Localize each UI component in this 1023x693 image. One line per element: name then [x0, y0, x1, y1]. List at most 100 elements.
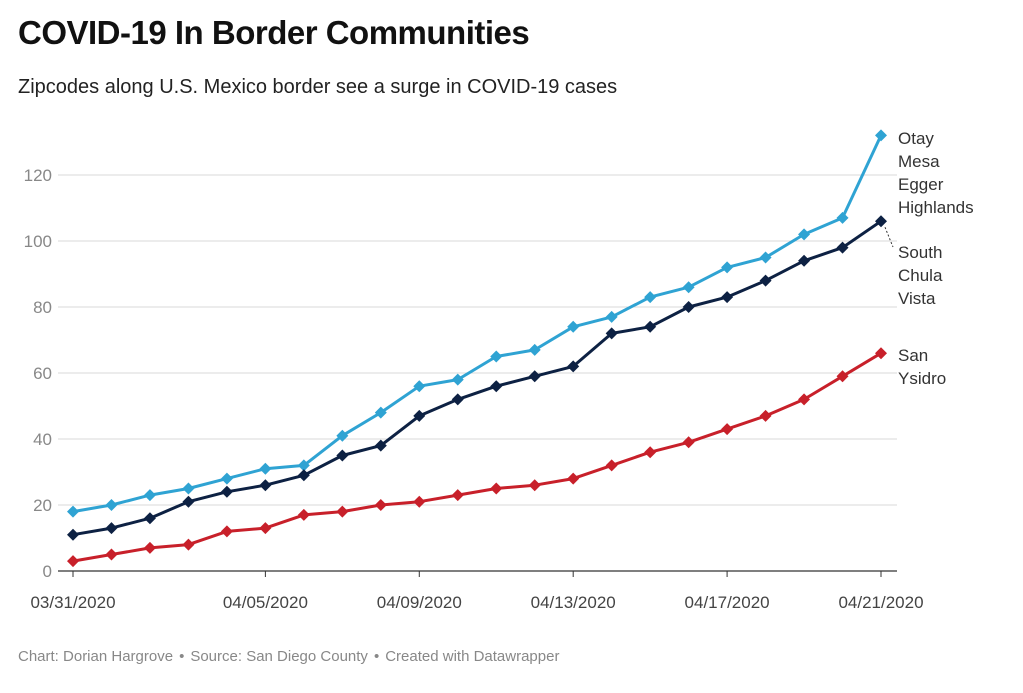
data-point-marker	[798, 254, 811, 267]
data-point-marker	[528, 343, 541, 356]
data-point-marker	[798, 393, 811, 406]
data-point-marker	[182, 495, 195, 508]
x-tick-label: 04/05/2020	[223, 593, 308, 612]
data-point-marker	[759, 274, 772, 287]
data-point-marker	[759, 251, 772, 264]
x-tick-label: 04/21/2020	[838, 593, 923, 612]
data-point-marker	[451, 373, 464, 386]
data-point-marker	[67, 505, 79, 518]
data-point-marker	[451, 489, 464, 502]
data-point-marker	[413, 495, 426, 508]
data-point-marker	[836, 211, 849, 224]
data-point-marker	[374, 499, 387, 511]
data-point-marker	[682, 281, 695, 294]
data-point-marker	[143, 512, 156, 525]
y-tick-label: 20	[33, 496, 52, 515]
data-point-marker	[105, 522, 118, 535]
data-point-marker	[490, 350, 503, 363]
data-point-marker	[297, 469, 310, 482]
data-point-marker	[836, 370, 849, 383]
series-line	[71, 133, 883, 514]
y-tick-label: 40	[33, 430, 52, 449]
data-point-marker	[875, 347, 887, 360]
x-tick-label: 03/31/2020	[30, 593, 115, 612]
data-point-marker	[605, 327, 618, 340]
data-point-marker	[682, 301, 695, 313]
data-point-marker	[67, 555, 79, 568]
chart-footer: Chart: Dorian Hargrove • Source: San Diego…	[18, 648, 559, 665]
data-point-marker	[644, 291, 657, 304]
data-point-marker	[451, 393, 464, 406]
series-label: Otay	[898, 129, 934, 148]
y-tick-label: 120	[24, 166, 52, 185]
data-point-marker	[605, 310, 618, 323]
series-label: South	[898, 243, 942, 262]
data-point-marker	[528, 370, 541, 383]
data-point-marker	[567, 320, 580, 333]
data-point-marker	[220, 472, 233, 485]
line-chart: 0 20 40 60 80 100 120 03/31/2020 04/05/2020 04/09…	[24, 129, 974, 612]
data-point-marker	[875, 215, 887, 228]
data-point-marker	[336, 449, 349, 462]
data-point-marker	[374, 406, 387, 419]
data-point-marker	[567, 472, 580, 485]
series-line	[71, 351, 883, 563]
data-point-marker	[644, 446, 657, 459]
series-line	[71, 219, 883, 537]
series-label: Vista	[898, 289, 936, 308]
data-point-marker	[143, 541, 156, 554]
x-tick-label: 04/09/2020	[377, 593, 462, 612]
data-point-marker	[143, 489, 156, 502]
data-point-marker	[759, 409, 772, 422]
data-point-marker	[875, 129, 887, 142]
series-label: Mesa	[898, 152, 940, 171]
x-tick-label: 04/13/2020	[531, 593, 616, 612]
data-point-marker	[528, 479, 541, 492]
data-point-marker	[182, 538, 195, 551]
chart-credit: Chart: Dorian Hargrove	[18, 648, 174, 665]
y-tick-label: 60	[33, 364, 52, 383]
data-point-marker	[798, 228, 811, 241]
data-point-marker	[374, 439, 387, 452]
data-point-marker	[413, 409, 426, 422]
data-point-marker	[297, 459, 310, 472]
data-point-marker	[259, 479, 272, 492]
data-point-marker	[567, 360, 580, 373]
series-label: Chula	[898, 266, 943, 285]
data-point-marker	[490, 482, 503, 495]
data-point-marker	[336, 505, 349, 518]
footer-separator: •	[179, 648, 185, 665]
data-point-marker	[67, 528, 79, 541]
y-tick-label: 0	[43, 562, 52, 581]
data-point-marker	[605, 459, 618, 472]
data-point-marker	[259, 462, 272, 475]
series-label: Highlands	[898, 198, 974, 217]
data-point-marker	[644, 320, 657, 333]
data-point-marker	[297, 508, 310, 521]
data-point-marker	[836, 241, 849, 254]
footer-separator: •	[373, 648, 380, 665]
data-point-marker	[182, 482, 195, 495]
series-label: Egger	[898, 175, 944, 194]
data-point-marker	[721, 261, 734, 274]
data-point-marker	[490, 380, 503, 393]
chart-source: Source: San Diego County	[190, 648, 368, 665]
series-label-leader	[884, 227, 894, 248]
data-point-marker	[220, 525, 233, 538]
data-point-marker	[336, 429, 349, 442]
data-point-marker	[259, 522, 272, 535]
chart-subtitle: Zipcodes along U.S. Mexico border see a …	[18, 76, 618, 98]
chart-title: COVID-19 In Border Communities	[18, 14, 530, 51]
series-label: San	[898, 346, 928, 365]
data-point-marker	[721, 423, 734, 436]
series-label: Ysidro	[898, 369, 946, 388]
x-tick-label: 04/17/2020	[685, 593, 770, 612]
y-tick-label: 80	[33, 298, 52, 317]
data-point-marker	[105, 548, 118, 561]
data-point-marker	[721, 291, 734, 304]
data-point-marker	[105, 499, 118, 511]
y-tick-label: 100	[24, 232, 52, 251]
data-point-marker	[682, 436, 695, 449]
chart-tool-credit: Created with Datawrapper	[385, 648, 560, 665]
data-point-marker	[413, 380, 426, 393]
